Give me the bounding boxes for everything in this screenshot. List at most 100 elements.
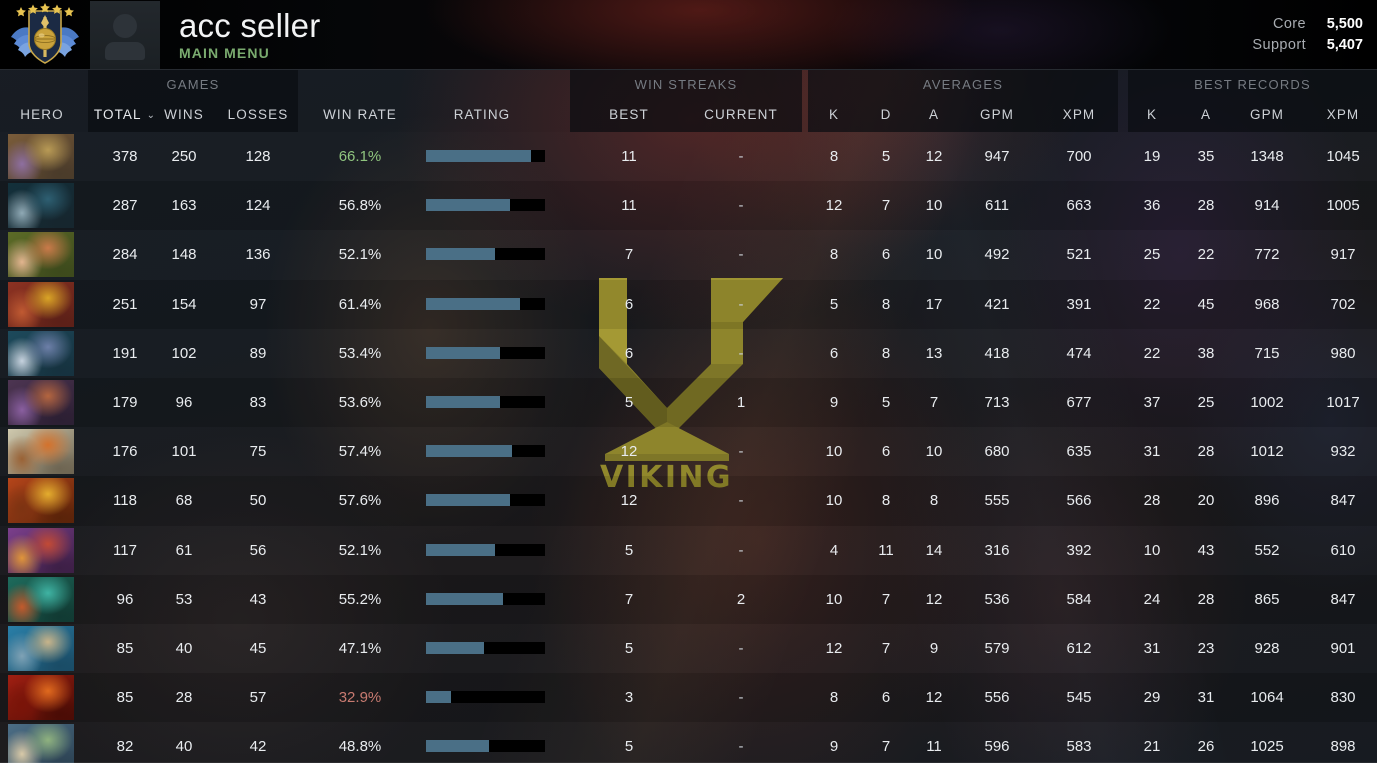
cell-best_gpm: 715 [1254,344,1280,362]
hero-portrait-icon[interactable] [8,527,74,573]
hero-portrait-icon[interactable] [8,675,74,721]
hero-portrait-icon[interactable] [8,429,74,475]
cell-avg_xpm: 635 [1066,443,1092,461]
header-group-games: GAMES [88,70,298,132]
table-row[interactable]: 117 61 56 5 - 4 11 14 316 392 10 43 552 610 52.1% [0,526,1377,575]
cell-avg_gpm: 316 [984,541,1010,559]
avatar[interactable] [90,0,160,69]
hero-portrait-icon[interactable] [8,183,74,229]
column-header-winrate[interactable]: WIN RATE [310,107,410,122]
cell-avg_k: 8 [829,148,839,165]
cell-wins: 40 [175,738,193,756]
column-header-wins[interactable]: WINS [152,107,216,122]
hero-portrait-icon[interactable] [8,134,74,179]
menu-label: MAIN MENU [179,45,270,61]
hero-portrait-icon[interactable] [8,625,74,671]
cell-wins: 96 [175,393,193,411]
cell-best_xpm: 1045 [1326,148,1360,165]
cell-avg_k: 10 [825,443,843,461]
hero-portrait-icon[interactable] [8,330,74,376]
cell-best_k: 19 [1143,148,1161,165]
cell-best_k: 10 [1143,541,1161,559]
cell-best_xpm: 1017 [1326,393,1360,411]
column-header-avg_gpm[interactable]: GPM [964,107,1030,122]
cell-best_xpm: 830 [1330,689,1356,707]
cell-streak_cur: - [738,246,744,264]
column-header-streak_best[interactable]: BEST [592,107,666,122]
cell-best_gpm: 772 [1254,246,1280,264]
table-row[interactable]: 251 154 97 6 - 5 8 17 421 391 22 45 968 702 61.4% [0,279,1377,329]
column-header-total[interactable]: TOTAL ⌄ [90,107,160,122]
column-header-rating[interactable]: RATING [430,107,534,122]
table-row[interactable]: 191 102 89 6 - 6 8 13 418 474 22 38 715 980 53.4% [0,329,1377,378]
cell-best_gpm: 968 [1254,295,1280,313]
table-row[interactable]: 85 28 57 3 - 8 6 12 556 545 29 31 1064 830 32.9% [0,673,1377,723]
cell-best_a: 20 [1197,492,1215,510]
cell-winrate: 61.4% [338,295,382,313]
table-row[interactable]: 284 148 136 7 - 8 6 10 492 521 25 22 772 917 52.1% [0,230,1377,279]
cell-wins: 250 [171,148,197,165]
column-header-losses[interactable]: LOSSES [220,107,296,122]
column-header-best_k[interactable]: K [1130,107,1174,122]
cell-best_a: 43 [1197,541,1215,559]
cell-streak_cur: - [738,443,744,461]
hero-portrait-icon[interactable] [8,724,74,763]
column-header-avg_d[interactable]: D [864,107,908,122]
hero-portrait-icon[interactable] [8,379,74,425]
rating-bar [426,445,545,458]
cell-avg_k: 9 [829,738,839,756]
column-header-streak_cur[interactable]: CURRENT [692,107,790,122]
cell-streak_best: 12 [620,443,638,461]
table-row[interactable]: 82 40 42 5 - 9 7 11 596 583 21 26 1025 898 48.8% [0,722,1377,763]
table-row[interactable]: 96 53 43 7 2 10 7 12 536 584 24 28 865 847 55.2% [0,574,1377,624]
column-header-avg_a[interactable]: A [912,107,956,122]
cell-losses: 43 [249,590,267,608]
column-header-hero[interactable]: HERO [0,107,84,122]
cell-streak_cur: - [738,689,744,707]
cell-total: 378 [112,148,138,165]
hero-portrait-image [8,134,74,179]
cell-best_gpm: 1002 [1250,393,1284,411]
cell-streak_best: 5 [624,393,634,411]
hero-portrait-icon[interactable] [8,478,74,524]
cell-losses: 89 [249,344,267,362]
cell-avg_gpm: 947 [984,148,1010,165]
cell-best_xpm: 1005 [1326,197,1360,215]
column-header-best_xpm[interactable]: XPM [1312,107,1374,122]
hero-portrait-icon[interactable] [8,281,74,327]
column-header-label: A [1200,107,1212,122]
column-header-best_gpm[interactable]: GPM [1234,107,1300,122]
cell-avg_gpm: 611 [985,197,1009,215]
cell-best_xpm: 917 [1330,246,1356,264]
cell-avg_k: 10 [825,492,843,510]
cell-streak_cur: - [738,639,744,657]
cell-winrate: 55.2% [338,590,382,608]
hero-portrait-image [8,478,74,524]
cell-avg_a: 8 [929,492,939,510]
column-header-best_a[interactable]: A [1184,107,1228,122]
hero-portrait-icon[interactable] [8,232,74,278]
cell-winrate: 32.9% [338,689,382,707]
rating-bar [426,297,545,310]
mmr-core-label: Core [1272,16,1306,32]
column-header-avg_xpm[interactable]: XPM [1046,107,1112,122]
cell-streak_best: 7 [624,590,634,608]
cell-avg_d: 6 [881,689,891,707]
table-row[interactable]: 179 96 83 5 1 9 5 7 713 677 37 25 1002 1017 53.6% [0,377,1377,428]
cell-wins: 61 [175,541,193,559]
cell-best_xpm: 847 [1330,492,1356,510]
cell-total: 117 [113,541,137,559]
cell-best_xpm: 901 [1330,639,1356,657]
cell-best_gpm: 928 [1254,639,1280,657]
table-row[interactable]: 118 68 50 12 - 10 8 8 555 566 28 20 896 847 57.6% [0,476,1377,526]
column-header-label: LOSSES [227,107,289,122]
table-row[interactable]: 176 101 75 12 - 10 6 10 680 635 31 28 1012 932 57.4% [0,427,1377,476]
hero-portrait-icon[interactable] [8,576,74,622]
column-header-label: GPM [1249,107,1285,122]
table-row[interactable]: 85 40 45 5 - 12 7 9 579 612 31 23 928 901 47.1% [0,624,1377,673]
hero-portrait-image [8,183,74,229]
table-row[interactable]: 378 250 128 11 - 8 5 12 947 700 19 35 1348 1045 66.1% [0,132,1377,181]
table-row[interactable]: 287 163 124 11 - 12 7 10 611 663 36 28 914 1005 56.8% [0,181,1377,231]
cell-best_gpm: 1348 [1250,148,1284,165]
column-header-avg_k[interactable]: K [812,107,856,122]
